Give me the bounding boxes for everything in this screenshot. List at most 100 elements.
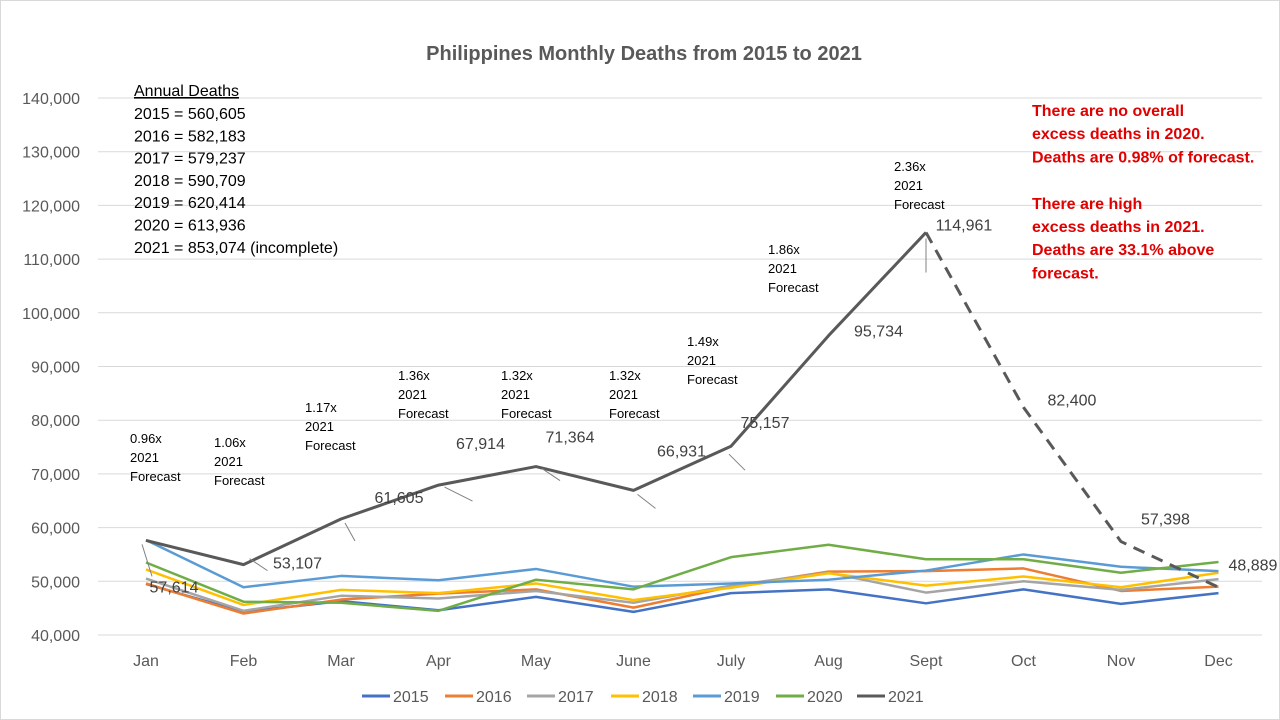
- series-line-2018: [145, 568, 1219, 607]
- data-label-2021: 57,614: [150, 579, 199, 596]
- forecast-year: 2021: [214, 454, 243, 469]
- x-tick-label: Sept: [910, 653, 943, 670]
- forecast-word: Forecast: [305, 438, 356, 453]
- x-tick-label: Feb: [230, 653, 258, 670]
- series-layer: [145, 231, 1220, 615]
- forecast-year: 2021: [130, 450, 159, 465]
- legend-item-2021: 2021: [857, 689, 924, 706]
- note-line: Deaths are 33.1% above: [1032, 242, 1214, 259]
- annual-deaths-box: Annual Deaths 2015 = 560,605 2016 = 582,18…: [134, 83, 338, 257]
- forecast-year: 2021: [894, 178, 923, 193]
- note-line: excess deaths in 2021.: [1032, 219, 1205, 236]
- annual-deaths-line: 2015 = 560,605: [134, 106, 246, 123]
- forecast-year: 2021: [501, 387, 530, 402]
- legend-label: 2019: [724, 689, 760, 706]
- annual-deaths-line: 2020 = 613,936: [134, 218, 246, 235]
- legend-item-2018: 2018: [611, 689, 678, 706]
- forecast-word: Forecast: [130, 469, 181, 484]
- forecast-word: Forecast: [214, 473, 265, 488]
- forecast-ratio: 1.32x: [609, 368, 641, 383]
- leader-line: [728, 453, 746, 471]
- legend-label: 2020: [807, 689, 843, 706]
- forecast-ratio: 2.36x: [894, 159, 926, 174]
- forecast-ratio: 1.49x: [687, 334, 719, 349]
- x-tick-label: June: [616, 653, 651, 670]
- series-line-2019: [145, 538, 1219, 589]
- data-label-2021: 95,734: [854, 324, 903, 341]
- data-label-2021: 114,961: [936, 217, 993, 234]
- legend-item-2020: 2020: [776, 689, 843, 706]
- data-label-2021: 57,398: [1141, 512, 1190, 529]
- forecast-year: 2021: [609, 387, 638, 402]
- leader-line: [141, 544, 153, 577]
- forecast-word: Forecast: [894, 197, 945, 212]
- x-tick-label: Apr: [426, 653, 452, 670]
- annual-deaths-line: 2017 = 579,237: [134, 151, 246, 168]
- series-line-2021-dashed: [924, 231, 1220, 589]
- note-line: excess deaths in 2020.: [1032, 126, 1205, 143]
- y-tick-label: 120,000: [22, 198, 80, 215]
- forecast-ratio: 1.06x: [214, 435, 246, 450]
- note-line: There are no overall: [1032, 103, 1184, 120]
- annual-deaths-line: 2021 = 853,074 (incomplete): [134, 240, 338, 257]
- chart-title: Philippines Monthly Deaths from 2015 to …: [426, 43, 862, 65]
- annual-deaths-heading: Annual Deaths: [134, 83, 239, 100]
- forecast-year: 2021: [768, 261, 797, 276]
- legend-item-2017: 2017: [527, 689, 594, 706]
- forecast-word: Forecast: [398, 406, 449, 421]
- note-line: There are high: [1032, 196, 1142, 213]
- series-line-2020: [145, 543, 1219, 613]
- data-label-2021: 71,364: [546, 430, 595, 447]
- legend: 2015 2016 2017 2018 2019 2020 2021: [362, 689, 924, 706]
- x-tick-label: July: [717, 653, 745, 670]
- legend-label: 2015: [393, 689, 429, 706]
- legend-label: 2016: [476, 689, 512, 706]
- forecast-ratio: 1.17x: [305, 400, 337, 415]
- forecast-year: 2021: [687, 353, 716, 368]
- annual-deaths-line: 2019 = 620,414: [134, 195, 246, 212]
- leader-line: [637, 493, 656, 509]
- forecast-ratio: 1.36x: [398, 368, 430, 383]
- legend-item-2019: 2019: [693, 689, 760, 706]
- leader-line: [344, 522, 356, 542]
- legend-label: 2017: [558, 689, 594, 706]
- x-tick-label: Nov: [1107, 653, 1135, 670]
- red-notes: There are no overall excess deaths in 202…: [1032, 103, 1254, 282]
- y-tick-label: 130,000: [22, 145, 80, 162]
- y-tick-label: 60,000: [31, 521, 80, 538]
- annual-deaths-line: 2016 = 582,183: [134, 128, 246, 145]
- x-axis: Jan Feb Mar Apr May June July Aug Sept Oct Nov Dec: [133, 653, 1233, 670]
- x-tick-label: Oct: [1011, 653, 1036, 670]
- x-tick-label: Mar: [327, 653, 355, 670]
- x-tick-label: Aug: [814, 653, 842, 670]
- y-tick-label: 140,000: [22, 91, 80, 108]
- forecast-word: Forecast: [768, 280, 819, 295]
- annual-deaths-line: 2018 = 590,709: [134, 173, 246, 190]
- x-tick-label: Jan: [133, 653, 159, 670]
- data-label-2021: 66,931: [657, 443, 706, 460]
- forecast-ratio: 0.96x: [130, 431, 162, 446]
- y-tick-label: 110,000: [23, 252, 80, 269]
- x-tick-label: May: [521, 653, 551, 670]
- forecast-label-layer: 0.96x 2021 Forecast 1.06x 2021 Forecast 1.17x 2…: [130, 159, 945, 488]
- data-label-2021: 75,157: [741, 415, 790, 432]
- y-tick-label: 90,000: [31, 360, 80, 377]
- leader-line: [444, 486, 473, 502]
- leader-line: [249, 558, 268, 572]
- y-tick-label: 70,000: [31, 467, 80, 484]
- data-label-layer: 57,614 53,107 61,605 67,914 71,364 66,931 75,1…: [141, 217, 1278, 596]
- forecast-word: Forecast: [501, 406, 552, 421]
- data-label-2021: 67,914: [456, 436, 505, 453]
- forecast-word: Forecast: [609, 406, 660, 421]
- forecast-year: 2021: [398, 387, 427, 402]
- y-tick-label: 100,000: [22, 306, 80, 323]
- legend-item-2016: 2016: [445, 689, 512, 706]
- forecast-ratio: 1.86x: [768, 242, 800, 257]
- y-tick-label: 50,000: [31, 574, 80, 591]
- forecast-year: 2021: [305, 419, 334, 434]
- y-tick-label: 40,000: [31, 628, 80, 645]
- note-line: Deaths are 0.98% of forecast.: [1032, 149, 1254, 166]
- legend-label: 2018: [642, 689, 678, 706]
